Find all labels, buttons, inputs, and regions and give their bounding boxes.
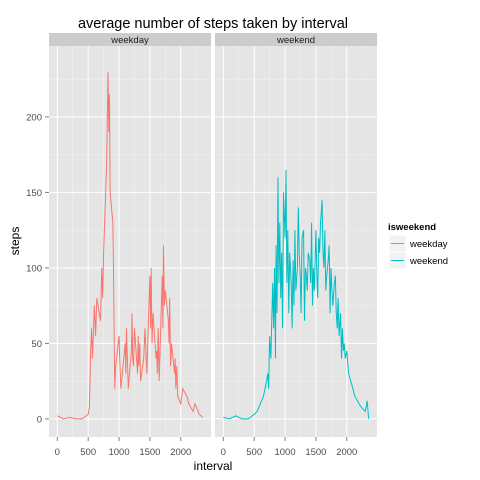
y-axis-title: steps	[8, 227, 22, 256]
x-tick-label: 500	[80, 447, 96, 458]
legend-label-weekday: weekday	[409, 239, 448, 250]
x-tick-label: 0	[221, 447, 226, 458]
x-tick-label: 0	[55, 447, 60, 458]
strip-weekend	[215, 33, 377, 46]
series-line-weekend	[223, 169, 370, 420]
y-tick-label: 150	[26, 188, 42, 199]
y-tick-label: 100	[26, 263, 42, 274]
y-axis: 0 50 100 150 200	[26, 112, 49, 425]
legend: isweekend weekday weekend	[388, 222, 448, 270]
panel-background	[49, 46, 211, 437]
x-tick-label: 1500	[305, 447, 326, 458]
x-tick-label: 2000	[336, 447, 357, 458]
strip-weekday	[49, 33, 211, 46]
y-tick-label: 50	[31, 339, 42, 350]
strip-label-weekday: weekday	[110, 35, 149, 46]
gridlines	[215, 46, 377, 437]
panel-weekend: weekend	[215, 33, 377, 437]
panel-weekday: weekday	[49, 33, 211, 437]
strip-label-weekend: weekend	[276, 35, 315, 46]
x-tick-label: 2000	[170, 447, 191, 458]
y-tick-label: 200	[26, 112, 42, 123]
series-line-weekday	[57, 71, 204, 420]
x-tick-label: 500	[246, 447, 262, 458]
chart-title: average number of steps taken by interva…	[78, 16, 348, 32]
x-tick-label: 1000	[274, 447, 295, 458]
x-tick-label: 1500	[139, 447, 160, 458]
legend-title: isweekend	[388, 222, 436, 233]
y-tick-label: 0	[37, 414, 42, 425]
panel-background	[215, 46, 377, 437]
gridlines	[49, 46, 211, 437]
legend-label-weekend: weekend	[409, 256, 448, 267]
x-tick-label: 1000	[108, 447, 129, 458]
x-axis-title: interval	[194, 459, 233, 473]
x-axis: 0 500 1000 1500 2000 0 500 1000 1500 2000	[55, 437, 357, 458]
